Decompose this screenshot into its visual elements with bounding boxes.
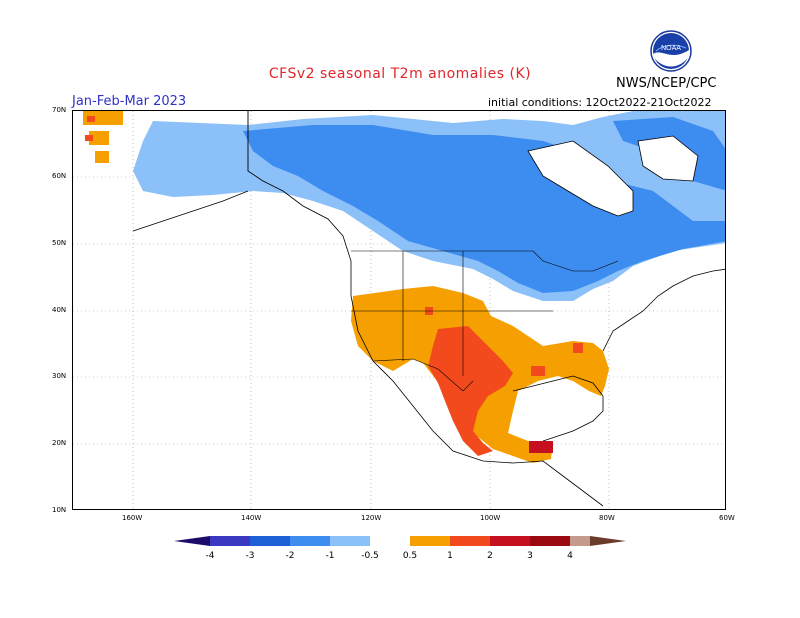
warm-patch-alaska-5: [85, 135, 93, 141]
colorbar-arrow-right: [590, 536, 626, 546]
lon-label: 80W: [599, 514, 615, 522]
colorbar-segment: [330, 536, 370, 546]
noaa-logo-text: NOAA: [661, 45, 681, 52]
warm-patch-alaska-3: [95, 151, 109, 163]
colorbar-segment: [210, 536, 250, 546]
lat-label: 10N: [52, 506, 67, 514]
hudson-bay-neutral: [528, 141, 633, 216]
colorbar-tick: 0.5: [403, 551, 417, 561]
colorbar-segment: [410, 536, 450, 546]
colorbar-tick: -2: [286, 551, 295, 561]
colorbar-tick: 1: [447, 551, 453, 561]
borders: [247, 111, 619, 392]
agency-label: NWS/NCEP/CPC: [616, 76, 717, 91]
colorbar-tick: 4: [567, 551, 573, 561]
colorbar-segment: [450, 536, 490, 546]
anomaly-map: [72, 110, 726, 510]
colorbar-segment: [530, 536, 570, 546]
season-label: Jan-Feb-Mar 2023: [72, 94, 187, 109]
colorbar-segment: [570, 536, 590, 546]
lat-label: 50N: [52, 239, 67, 247]
noaa-logo: NOAA: [650, 30, 692, 72]
colorbar-tick: -0.5: [361, 551, 379, 561]
warm-anomaly-red-3: [573, 343, 583, 353]
colorbar-segment: [250, 536, 290, 546]
colorbar-tick: 2: [487, 551, 493, 561]
colorbar-tick: 3: [527, 551, 533, 561]
warm-patch-alaska-4: [87, 116, 95, 122]
colorbar-segment: [290, 536, 330, 546]
colorbar-segment: [490, 536, 530, 546]
map-title: CFSv2 seasonal T2m anomalies (K): [268, 66, 532, 82]
lat-label: 20N: [52, 439, 67, 447]
lon-label: 100W: [480, 514, 501, 522]
warm-anomaly-darkred: [529, 441, 553, 453]
lon-label: 60W: [719, 514, 735, 522]
initial-conditions-label: initial conditions: 12Oct2022-21Oct2022: [488, 96, 712, 109]
lat-label: 40N: [52, 306, 67, 314]
colorbar: -4 -3 -2 -1 -0.5 0.5 1 2 3 4: [174, 536, 626, 561]
lon-label: 160W: [122, 514, 143, 522]
warm-anomaly-red-2: [531, 366, 545, 376]
lat-label: 70N: [52, 106, 67, 114]
map-canvas: [73, 111, 725, 509]
colorbar-tick: -4: [206, 551, 215, 561]
lon-label: 120W: [361, 514, 382, 522]
lon-label: 140W: [241, 514, 262, 522]
warm-patch-alaska-2: [89, 131, 109, 145]
colorbar-tick: -3: [246, 551, 255, 561]
lat-label: 60N: [52, 172, 67, 180]
colorbar-arrow-left: [174, 536, 210, 546]
colorbar-segment: [370, 536, 410, 546]
cold-anomaly-core: [243, 125, 725, 293]
colorbar-tick: -1: [326, 551, 335, 561]
greenland-neutral: [638, 136, 698, 181]
lat-label: 30N: [52, 372, 67, 380]
warm-anomaly-red: [428, 326, 513, 456]
